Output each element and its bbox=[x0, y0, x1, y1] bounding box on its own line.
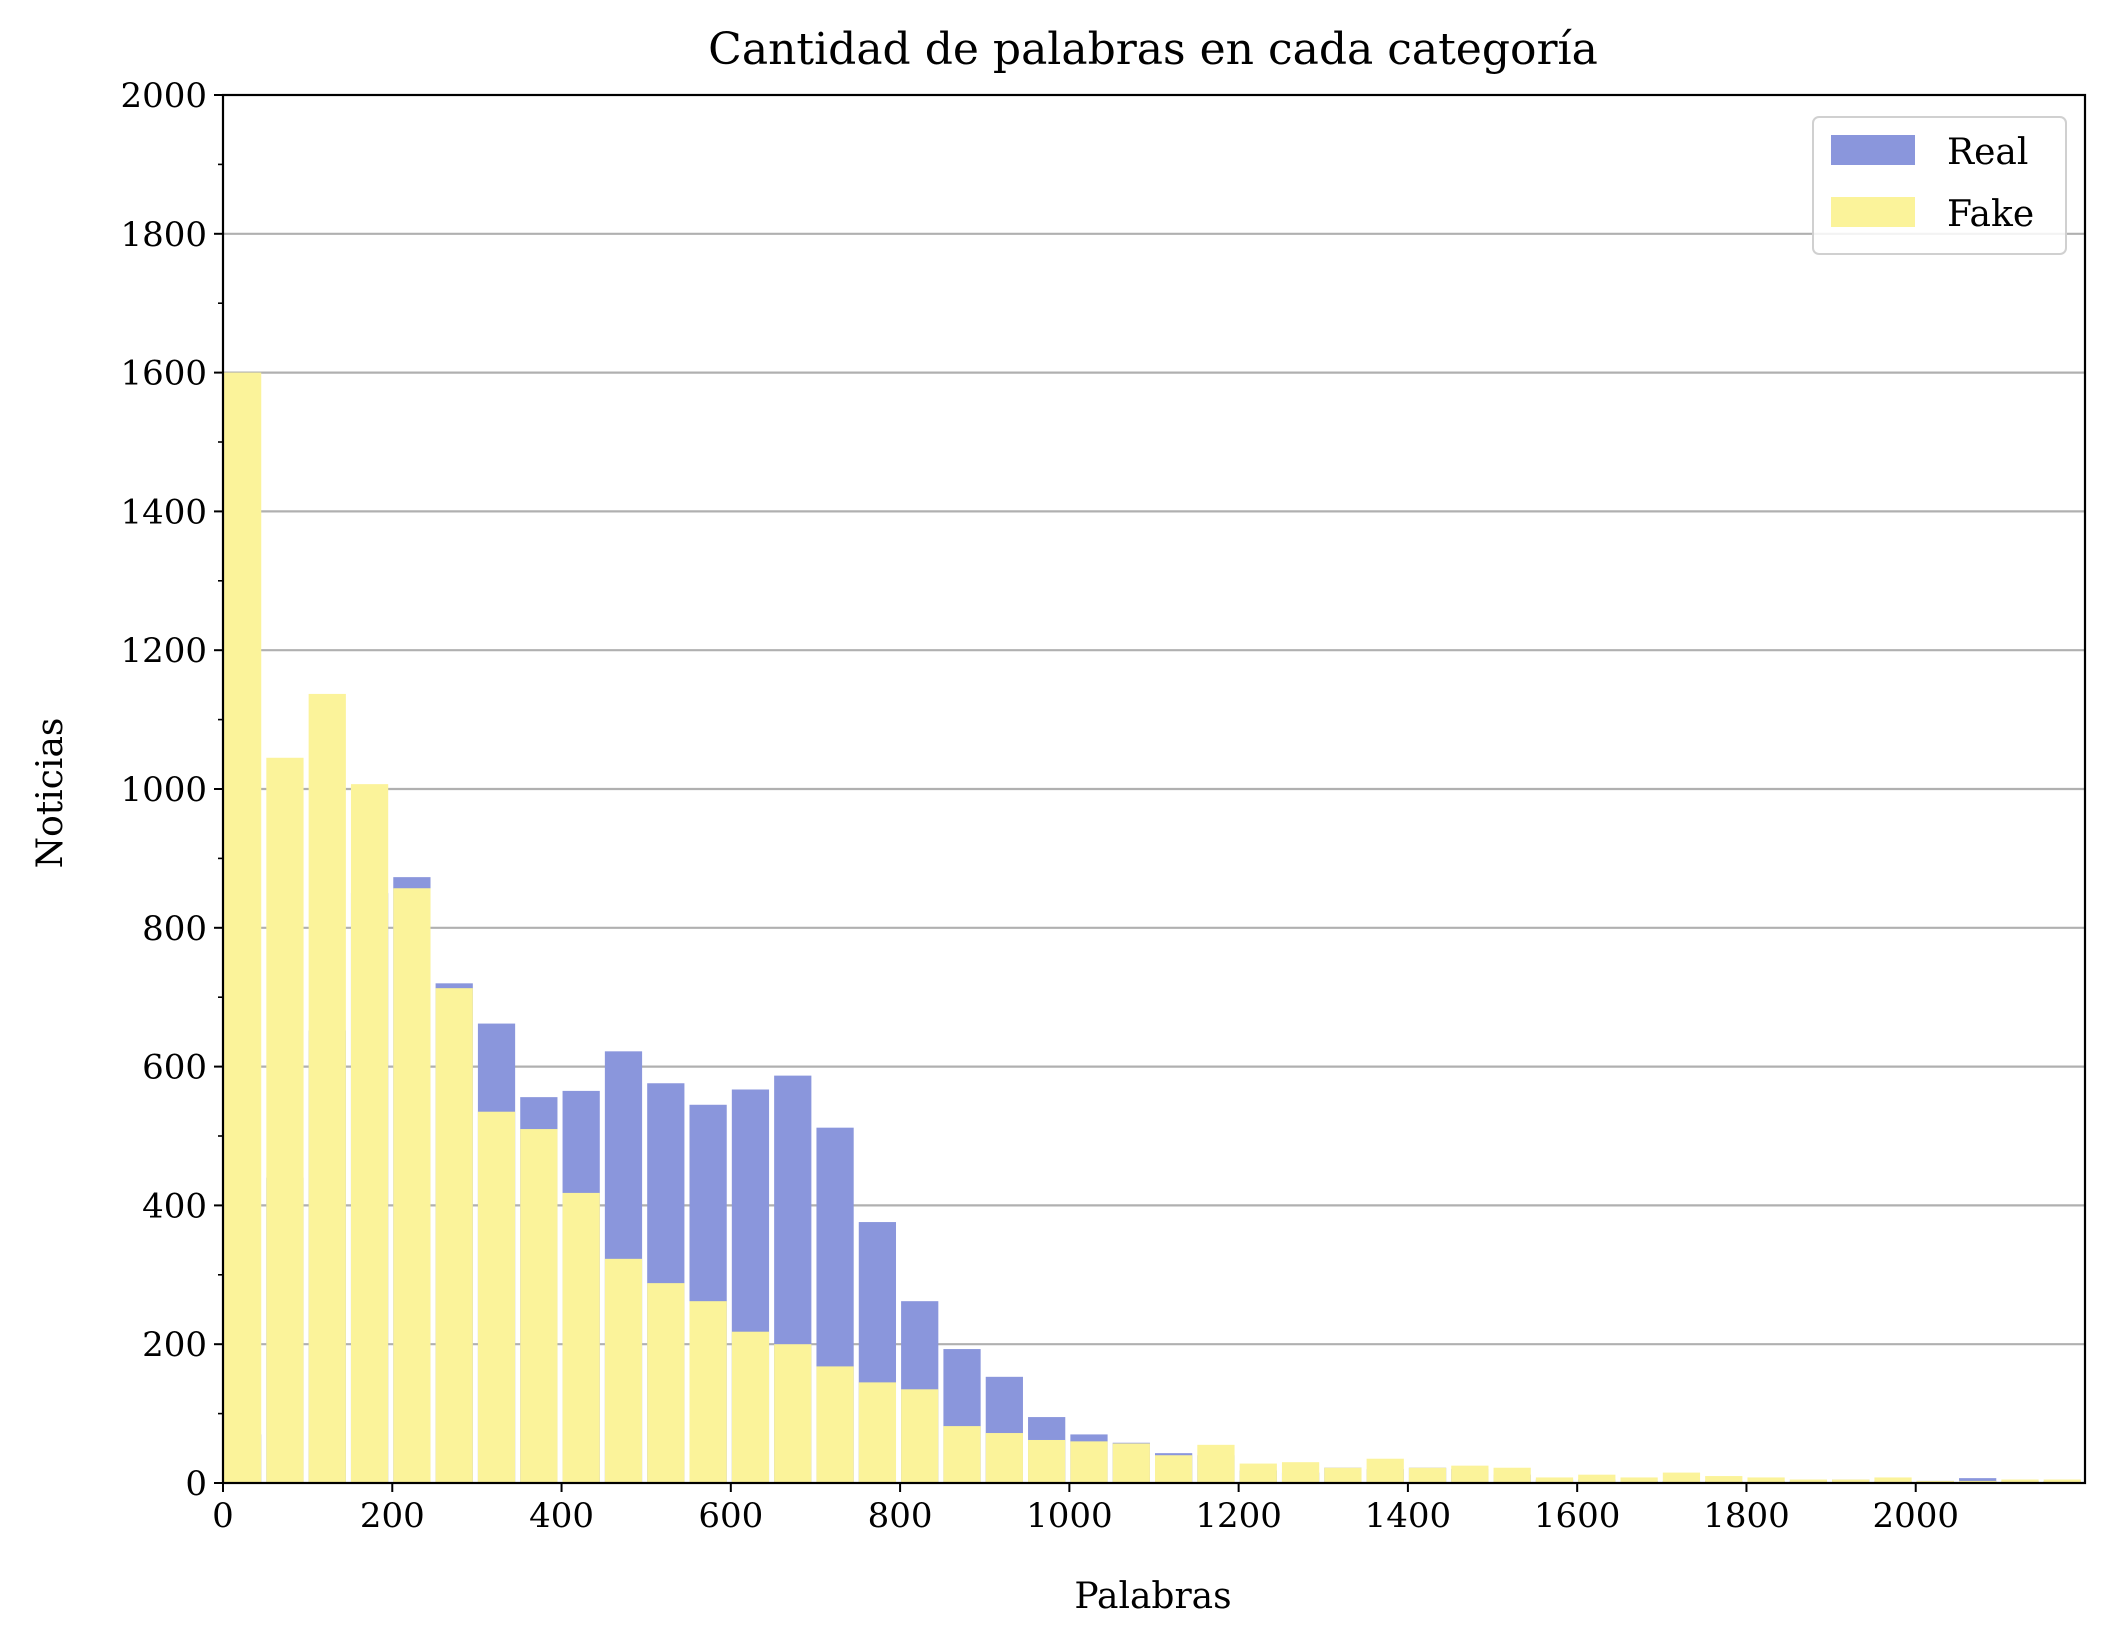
bar-fake bbox=[1620, 1477, 1658, 1483]
bar-fake bbox=[266, 757, 304, 1483]
x-tick-label: 1800 bbox=[1703, 1496, 1790, 1536]
y-tick-label: 2000 bbox=[120, 76, 207, 116]
bar-fake bbox=[1239, 1463, 1277, 1483]
x-tick-label: 1400 bbox=[1365, 1496, 1452, 1536]
bar-real bbox=[1959, 1478, 1997, 1483]
bar-fake bbox=[350, 784, 389, 1483]
y-tick-label: 1000 bbox=[120, 770, 207, 810]
bar-fake bbox=[943, 1426, 981, 1483]
x-tick-label: 600 bbox=[698, 1496, 763, 1536]
bar-fake bbox=[1070, 1441, 1108, 1483]
x-tick-label: 400 bbox=[529, 1496, 594, 1536]
bar-fake bbox=[816, 1366, 854, 1483]
x-tick-label: 0 bbox=[212, 1496, 234, 1536]
bar-fake bbox=[731, 1331, 770, 1483]
y-tick-label: 1400 bbox=[120, 492, 207, 532]
bar-fake bbox=[1366, 1458, 1404, 1483]
bar-fake bbox=[1112, 1443, 1150, 1483]
y-axis-label: Noticias bbox=[30, 718, 71, 869]
chart-title: Cantidad de palabras en cada categoría bbox=[708, 24, 1598, 75]
bar-fake bbox=[2001, 1479, 2039, 1483]
bar-fake bbox=[393, 888, 431, 1483]
bar-fake bbox=[647, 1283, 685, 1483]
y-tick-label: 1800 bbox=[120, 215, 207, 255]
series-fake bbox=[224, 372, 2081, 1484]
y-tick-label: 800 bbox=[142, 909, 207, 949]
bar-fake bbox=[1493, 1467, 1531, 1483]
bar-fake bbox=[858, 1382, 897, 1483]
legend-label-fake: Fake bbox=[1947, 194, 2034, 235]
bar-fake bbox=[477, 1111, 516, 1483]
legend-swatch-fake bbox=[1831, 197, 1915, 227]
bar-fake bbox=[1197, 1444, 1235, 1483]
bar-fake bbox=[1789, 1479, 1828, 1483]
bar-fake bbox=[1662, 1472, 1701, 1483]
bar-fake bbox=[689, 1301, 727, 1483]
bar-fake bbox=[604, 1258, 643, 1483]
x-tick-label: 800 bbox=[868, 1496, 933, 1536]
bar-fake bbox=[308, 693, 346, 1483]
x-axis-label: Palabras bbox=[1074, 1576, 1231, 1617]
bar-fake bbox=[1535, 1477, 1574, 1483]
bar-fake bbox=[562, 1192, 600, 1483]
bar-fake bbox=[435, 988, 473, 1483]
bar-fake bbox=[1832, 1479, 1870, 1483]
bar-fake bbox=[1747, 1477, 1785, 1483]
y-tick-label: 1200 bbox=[120, 631, 207, 671]
bar-fake bbox=[2043, 1479, 2081, 1483]
bar-fake bbox=[985, 1433, 1023, 1483]
bar-fake bbox=[1705, 1476, 1743, 1483]
bar-fake bbox=[1324, 1467, 1362, 1483]
x-tick-label: 2000 bbox=[1872, 1496, 1959, 1536]
x-tick-label: 1600 bbox=[1534, 1496, 1621, 1536]
ticks: 0 200 400 600 800 1000 1200 1400 1600 1800 2000 0 20… bbox=[120, 76, 1959, 1536]
x-tick-label: 1000 bbox=[1026, 1496, 1113, 1536]
y-tick-label: 400 bbox=[142, 1186, 207, 1226]
y-tick-label: 1600 bbox=[120, 354, 207, 394]
legend: Real Fake bbox=[1812, 116, 2067, 255]
x-tick-label: 1200 bbox=[1195, 1496, 1282, 1536]
bar-fake bbox=[901, 1389, 939, 1483]
y-tick-label: 200 bbox=[142, 1325, 207, 1365]
bar-fake bbox=[1451, 1465, 1489, 1483]
bar-fake bbox=[1578, 1474, 1616, 1483]
bar-fake bbox=[1408, 1467, 1447, 1483]
y-tick-label: 600 bbox=[142, 1048, 207, 1088]
bar-fake bbox=[1028, 1439, 1066, 1483]
bar-fake bbox=[224, 372, 262, 1484]
legend-label-real: Real bbox=[1947, 132, 2028, 173]
x-tick-label: 200 bbox=[360, 1496, 425, 1536]
bar-fake bbox=[1281, 1462, 1320, 1483]
bar-fake bbox=[1874, 1477, 1912, 1483]
y-tick-label: 0 bbox=[185, 1464, 207, 1504]
bar-fake bbox=[1155, 1455, 1193, 1483]
legend-swatch-real bbox=[1831, 135, 1915, 165]
bar-fake bbox=[520, 1129, 558, 1483]
bar-fake bbox=[774, 1344, 812, 1483]
bars bbox=[224, 372, 2081, 1484]
